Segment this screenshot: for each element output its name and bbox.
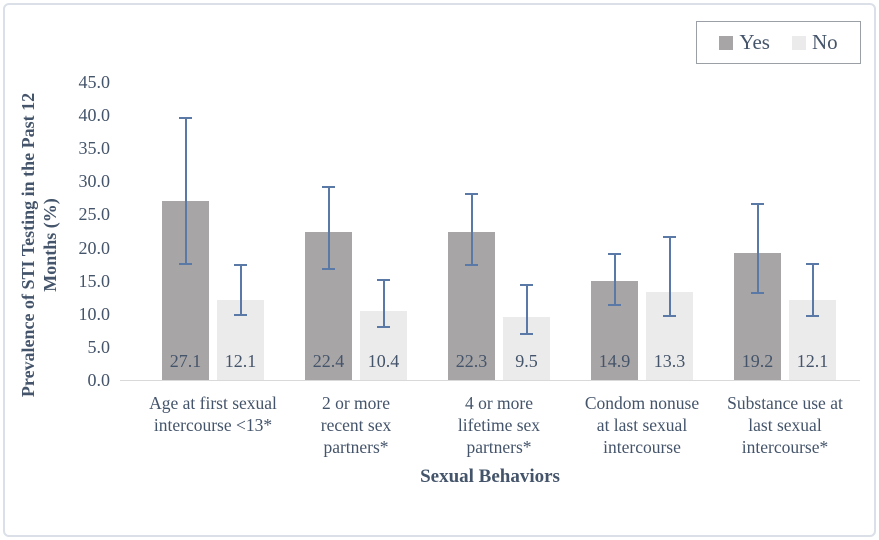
- legend-label-yes: Yes: [739, 30, 770, 54]
- error-bar-line: [756, 203, 759, 293]
- error-bar-line: [668, 236, 671, 317]
- legend-item-no: No: [791, 30, 838, 55]
- y-tick-label: 30.0: [78, 171, 111, 192]
- error-bar-cap: [234, 314, 247, 317]
- y-tick-label: 45.0: [78, 72, 111, 92]
- y-tick-label: 25.0: [78, 204, 111, 225]
- error-bar-cap: [663, 235, 676, 238]
- error-bar-cap: [234, 263, 247, 266]
- error-bar-line: [382, 280, 385, 328]
- bar-value-label: 10.4: [367, 351, 400, 371]
- bar-value-label: 27.1: [169, 351, 202, 371]
- y-tick-label: 5.0: [87, 336, 111, 357]
- legend-label-no: No: [811, 30, 838, 54]
- error-bar-cap: [179, 117, 192, 120]
- error-bar-line: [239, 264, 242, 316]
- x-category-label: Condom nonuse at last sexual intercourse: [584, 393, 700, 457]
- y-tick-label: 0.0: [87, 370, 111, 390]
- error-bar-cap: [465, 192, 478, 195]
- x-axis-line: [120, 380, 860, 381]
- y-tick-label: 20.0: [78, 237, 111, 258]
- error-bar-line: [327, 187, 330, 270]
- x-category-label: 4 or more lifetime sex partners*: [457, 393, 541, 457]
- error-bar-line: [525, 285, 528, 334]
- error-bar-cap: [751, 291, 764, 294]
- error-bar-cap: [520, 284, 533, 287]
- error-bar-cap: [806, 314, 819, 317]
- y-tick-label: 15.0: [78, 270, 111, 291]
- bar-value-label: 12.1: [796, 351, 829, 371]
- error-bar-cap: [465, 264, 478, 267]
- error-bar-line: [184, 118, 187, 265]
- legend-item-yes: Yes: [719, 30, 770, 55]
- legend: Yes No: [696, 21, 861, 64]
- y-tick-label: 40.0: [78, 105, 111, 126]
- error-bar-cap: [322, 268, 335, 271]
- x-category-label: Age at first sexual intercourse <13*: [149, 393, 277, 435]
- bar-value-label: 12.1: [224, 351, 257, 371]
- error-bar-cap: [520, 332, 533, 335]
- bar-value-label: 13.3: [653, 351, 686, 371]
- bar-value-label: 22.4: [312, 351, 345, 371]
- bar-value-label: 14.9: [598, 351, 631, 371]
- error-bar-cap: [608, 253, 621, 256]
- error-bar-line: [613, 254, 616, 305]
- x-category-label: Substance use at last sexual intercourse*: [727, 393, 843, 457]
- error-bar-cap: [377, 279, 390, 281]
- error-bar-line: [470, 193, 473, 266]
- error-bar-line: [811, 264, 814, 316]
- legend-swatch-yes: [719, 35, 734, 50]
- bar-value-label: 19.2: [741, 351, 774, 371]
- error-bar-cap: [377, 326, 390, 329]
- error-bar-cap: [751, 202, 764, 205]
- bar-value-label: 9.5: [515, 351, 538, 371]
- x-axis-title: Sexual Behaviors: [420, 466, 560, 487]
- x-category-label: 2 or more recent sex partners*: [320, 393, 392, 457]
- bar-value-label: 22.3: [455, 351, 488, 371]
- y-tick-label: 10.0: [78, 303, 111, 324]
- error-bar-cap: [608, 303, 621, 306]
- error-bar-cap: [322, 186, 335, 189]
- y-tick-label: 35.0: [78, 138, 111, 159]
- legend-swatch-no: [791, 35, 806, 50]
- error-bar-cap: [806, 263, 819, 266]
- y-axis-title-line1: Prevalence of STI Testing in the Past 12: [18, 92, 38, 398]
- error-bar-cap: [179, 263, 192, 266]
- error-bar-cap: [663, 315, 676, 318]
